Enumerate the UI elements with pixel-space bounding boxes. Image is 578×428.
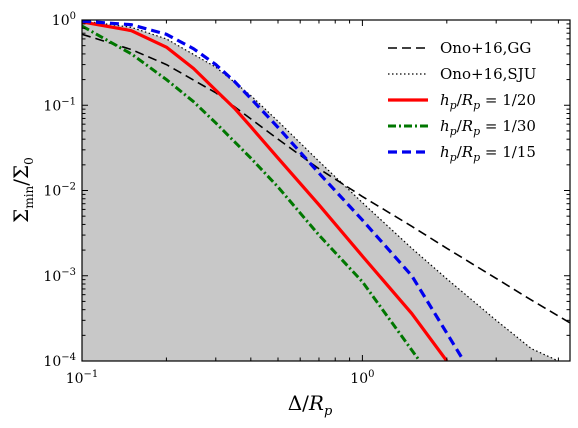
y-tick-label: 10−2 <box>43 182 76 200</box>
plot-area <box>82 20 570 361</box>
y-axis-title-slash: /Σ <box>9 165 33 186</box>
y-axis-title: Σmin/Σ0 <box>9 157 36 223</box>
x-axis-title-delta: Δ <box>288 391 302 415</box>
legend-label-h-p-r-p-1-20: hp/Rp = 1/20 <box>440 91 536 112</box>
x-axis-title: Δ/Rp <box>288 391 333 419</box>
axis-ticks <box>81 19 570 362</box>
x-tick-label: 10−1 <box>66 369 99 387</box>
legend-label-ono-16-sju: Ono+16,SJU <box>440 65 536 83</box>
y-axis-title-sigma1: Σ <box>9 209 33 223</box>
series-line-ono-16-gg <box>82 33 570 324</box>
y-axis-title-sub0: 0 <box>22 157 36 165</box>
x-axis-title-slash: / <box>302 391 309 415</box>
y-tick-label: 10−1 <box>43 96 76 114</box>
y-tick-label: 10−3 <box>43 267 76 285</box>
shaded-region <box>82 20 559 361</box>
tick-labels: 10−1 100 100 10−1 10−2 10−3 10−4 <box>43 11 374 387</box>
y-tick-label: 100 <box>52 11 76 29</box>
x-axis-title-r: R <box>308 391 324 415</box>
legend-label-h-p-r-p-1-30: hp/Rp = 1/30 <box>440 117 536 138</box>
legend: Ono+16,GG Ono+16,SJU hp/Rp = 1/20 hp/Rp = 1… <box>388 39 536 164</box>
legend-label-ono-16-gg: Ono+16,GG <box>440 39 531 57</box>
y-axis-title-sub1: min <box>22 185 36 208</box>
y-tick-label: 10−4 <box>43 352 76 370</box>
series-line-h-p-r-p-1-20 <box>82 20 449 361</box>
x-axis-title-sub: p <box>324 404 333 419</box>
series-line-h-p-r-p-1-15 <box>82 20 466 361</box>
legend-label-h-p-r-p-1-15: hp/Rp = 1/15 <box>440 143 536 164</box>
x-tick-label: 100 <box>350 369 374 387</box>
